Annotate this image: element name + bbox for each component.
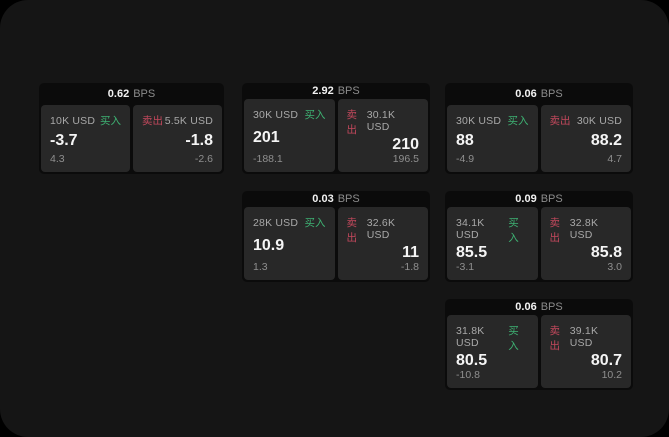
buy-price: 201 bbox=[253, 128, 280, 146]
buy-quote-tile[interactable]: 31.8K USD 买入 80.5 -10.8 bbox=[447, 315, 538, 388]
sell-size-label: 32.6K USD bbox=[366, 217, 396, 241]
sell-size-label: 30.1K USD bbox=[366, 109, 396, 133]
buy-sub-value: 1.3 bbox=[253, 261, 268, 273]
buy-size-label: 31.8K USD bbox=[456, 325, 485, 349]
sell-size-label: 39.1K USD bbox=[569, 325, 599, 349]
buy-side-tag: 买入 bbox=[508, 325, 519, 352]
buy-side-tag: 买入 bbox=[508, 217, 519, 244]
quote-card-2: 2.92 BPS 30K USD 买入 201 -188.1 卖出 30.1K … bbox=[242, 83, 430, 174]
sell-quote-tile[interactable]: 卖出 5.5K USD -1.8 -2.6 bbox=[133, 105, 222, 172]
bps-header: 0.62 BPS bbox=[39, 83, 224, 105]
buy-size-label: 30K USD bbox=[456, 115, 502, 127]
sell-price: 11 bbox=[402, 244, 419, 261]
buy-size-label: 30K USD bbox=[253, 109, 299, 121]
buy-quote-tile[interactable]: 30K USD 买入 88 -4.9 bbox=[447, 105, 538, 172]
sell-side-tag: 卖出 bbox=[346, 217, 358, 244]
sell-side-tag: 卖出 bbox=[549, 217, 561, 244]
buy-sub-value: -10.8 bbox=[456, 369, 480, 381]
bps-unit: BPS bbox=[540, 88, 563, 100]
sell-side-tag: 卖出 bbox=[549, 115, 571, 127]
bps-value: 2.92 bbox=[312, 85, 334, 97]
sell-quote-tile[interactable]: 卖出 32.6K USD 11 -1.8 bbox=[337, 207, 428, 280]
quote-card-6: 0.06 BPS 31.8K USD 买入 80.5 -10.8 卖出 39.1… bbox=[445, 299, 633, 390]
buy-quote-tile[interactable]: 30K USD 买入 201 -188.1 bbox=[244, 99, 335, 172]
bps-value: 0.03 bbox=[312, 193, 334, 205]
buy-price: -3.7 bbox=[50, 131, 78, 149]
buy-price: 88 bbox=[456, 131, 474, 149]
sell-size-label: 30K USD bbox=[576, 115, 622, 127]
buy-quote-tile[interactable]: 34.1K USD 买入 85.5 -3.1 bbox=[447, 207, 538, 280]
buy-side-tag: 买入 bbox=[507, 115, 529, 127]
bps-value: 0.62 bbox=[107, 88, 130, 100]
bps-header: 0.03 BPS bbox=[242, 191, 430, 207]
quote-card-3: 0.06 BPS 30K USD 买入 88 -4.9 卖出 30K USD 8… bbox=[445, 83, 633, 174]
bps-unit: BPS bbox=[540, 193, 563, 205]
sell-sub-value: 4.7 bbox=[607, 153, 622, 165]
buy-quote-tile[interactable]: 10K USD 买入 -3.7 4.3 bbox=[41, 105, 130, 172]
buy-side-tag: 买入 bbox=[304, 217, 326, 229]
sell-price: 80.7 bbox=[590, 352, 622, 369]
sell-price: 88.2 bbox=[590, 131, 622, 149]
bps-unit: BPS bbox=[337, 85, 360, 97]
sell-price: -1.8 bbox=[185, 131, 213, 149]
buy-size-label: 28K USD bbox=[253, 217, 299, 229]
sell-price: 85.8 bbox=[590, 244, 622, 261]
buy-sub-value: -3.1 bbox=[456, 261, 475, 273]
bps-header: 0.09 BPS bbox=[445, 191, 633, 207]
sell-side-tag: 卖出 bbox=[346, 109, 358, 136]
buy-sub-value: -188.1 bbox=[253, 153, 283, 165]
bps-unit: BPS bbox=[337, 193, 360, 205]
bps-header: 2.92 BPS bbox=[242, 83, 430, 99]
buy-price: 85.5 bbox=[456, 244, 488, 261]
buy-price: 80.5 bbox=[456, 352, 488, 369]
buy-sub-value: 4.3 bbox=[50, 153, 65, 165]
sell-sub-value: -2.6 bbox=[194, 153, 213, 165]
buy-quote-tile[interactable]: 28K USD 买入 10.9 1.3 bbox=[244, 207, 335, 280]
sell-quote-tile[interactable]: 卖出 39.1K USD 80.7 10.2 bbox=[540, 315, 631, 388]
buy-price: 10.9 bbox=[253, 236, 285, 254]
quote-card-4: 0.03 BPS 28K USD 买入 10.9 1.3 卖出 32.6K US… bbox=[242, 191, 430, 282]
bps-unit: BPS bbox=[133, 88, 156, 100]
buy-side-tag: 买入 bbox=[304, 109, 326, 121]
bps-header: 0.06 BPS bbox=[445, 83, 633, 105]
sell-sub-value: 196.5 bbox=[392, 153, 419, 165]
sell-quote-tile[interactable]: 卖出 32.8K USD 85.8 3.0 bbox=[540, 207, 631, 280]
sell-size-label: 32.8K USD bbox=[569, 217, 599, 241]
buy-sub-value: -4.9 bbox=[456, 153, 475, 165]
sell-quote-tile[interactable]: 卖出 30.1K USD 210 196.5 bbox=[337, 99, 428, 172]
quote-card-5: 0.09 BPS 34.1K USD 买入 85.5 -3.1 卖出 32.8K… bbox=[445, 191, 633, 282]
bps-value: 0.09 bbox=[515, 193, 537, 205]
buy-side-tag: 买入 bbox=[100, 115, 121, 127]
bps-unit: BPS bbox=[540, 301, 563, 313]
sell-sub-value: 3.0 bbox=[607, 261, 622, 273]
bps-value: 0.06 bbox=[515, 301, 537, 313]
quote-card-1: 0.62 BPS 10K USD 买入 -3.7 4.3 卖出 5.5K USD… bbox=[39, 83, 224, 174]
sell-sub-value: 10.2 bbox=[601, 369, 622, 381]
sell-side-tag: 卖出 bbox=[549, 325, 561, 352]
buy-size-label: 10K USD bbox=[50, 115, 96, 127]
sell-size-label: 5.5K USD bbox=[164, 115, 213, 127]
bps-header: 0.06 BPS bbox=[445, 299, 633, 315]
sell-price: 210 bbox=[392, 136, 419, 153]
bps-value: 0.06 bbox=[515, 88, 537, 100]
sell-side-tag: 卖出 bbox=[142, 115, 163, 127]
sell-quote-tile[interactable]: 卖出 30K USD 88.2 4.7 bbox=[540, 105, 631, 172]
sell-sub-value: -1.8 bbox=[400, 261, 419, 273]
buy-size-label: 34.1K USD bbox=[456, 217, 485, 241]
